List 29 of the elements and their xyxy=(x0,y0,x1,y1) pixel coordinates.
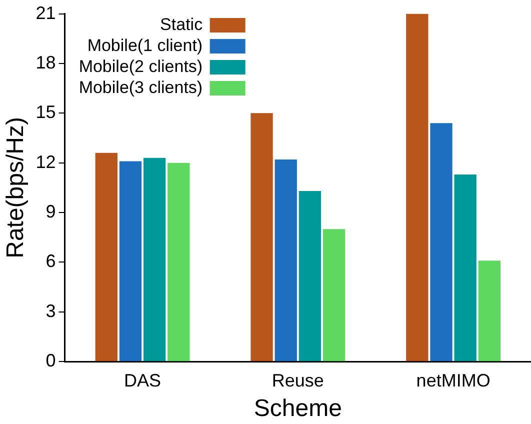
y-tick-label: 15 xyxy=(36,102,56,122)
bar xyxy=(322,229,346,362)
y-tick-label: 12 xyxy=(36,152,56,172)
bar xyxy=(274,160,297,362)
legend-label: Static xyxy=(160,14,204,34)
y-tick-label: 9 xyxy=(46,202,56,222)
bar xyxy=(95,152,118,362)
y-tick-label: 18 xyxy=(36,52,56,72)
y-tick-label: 6 xyxy=(46,251,56,272)
y-axis-title: Rate(bps/Hz) xyxy=(2,117,30,258)
bar xyxy=(143,158,166,362)
bar xyxy=(478,260,501,362)
x-tick-label: netMIMO xyxy=(416,370,490,390)
legend-label: Mobile(1 client) xyxy=(87,36,203,55)
bar xyxy=(168,162,190,362)
y-tick-label: 3 xyxy=(46,300,56,321)
y-tick-label: 21 xyxy=(36,2,56,23)
bar xyxy=(454,174,476,362)
bar xyxy=(430,123,452,362)
x-tick-label: Reuse xyxy=(272,370,324,390)
x-tick-label: DAS xyxy=(124,370,162,390)
bar xyxy=(250,113,273,362)
y-tick-label: 0 xyxy=(46,350,56,371)
legend-label: Mobile(2 clients) xyxy=(78,56,203,76)
bar xyxy=(406,14,428,362)
bar xyxy=(298,191,322,362)
bar xyxy=(119,161,142,362)
x-axis-title: Scheme xyxy=(254,395,342,422)
legend-label: Mobile(3 clients) xyxy=(78,78,203,97)
